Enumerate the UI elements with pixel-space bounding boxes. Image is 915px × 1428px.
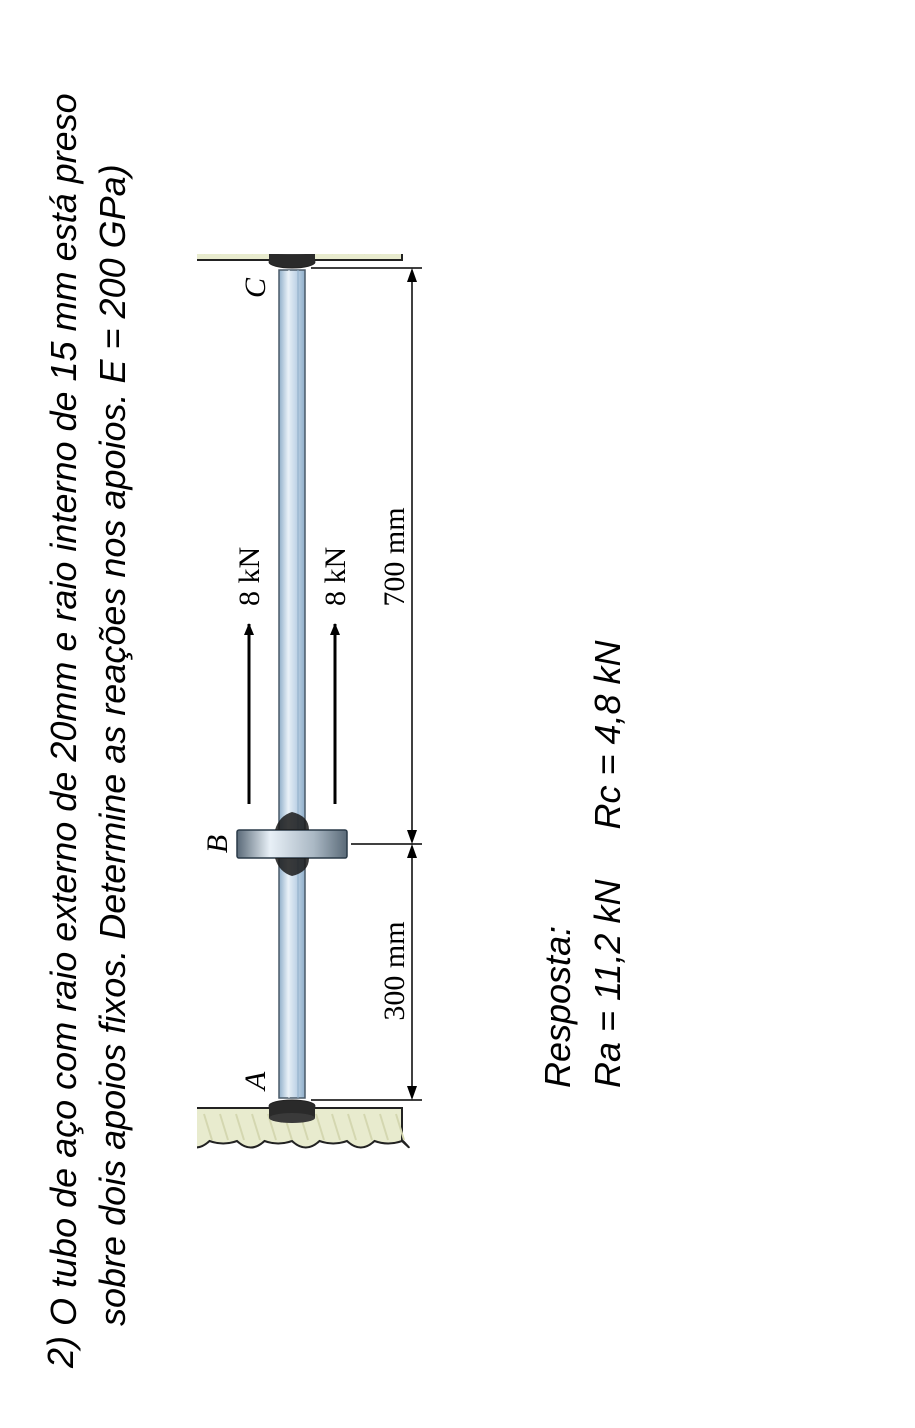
answer-ra: Ra = 11,2 kN	[587, 880, 628, 1088]
answer-label: Resposta:	[537, 60, 579, 1088]
svg-text:B: B	[201, 835, 234, 853]
svg-text:700 mm: 700 mm	[378, 507, 411, 606]
figure: A B C 8 kN 8 kN 300 mm 700 mm	[197, 254, 457, 1174]
problem-body: O tubo de aço com raio externo de 20mm e…	[40, 60, 137, 1326]
svg-text:A: A	[239, 1071, 272, 1092]
answer-values: Ra = 11,2 kN Rc = 4,8 kN	[587, 60, 629, 1088]
svg-text:8 kN: 8 kN	[233, 547, 266, 606]
answer-rc: Rc = 4,8 kN	[587, 640, 628, 829]
svg-text:C: C	[239, 277, 272, 298]
problem-number: 2)	[40, 1336, 82, 1368]
svg-text:300 mm: 300 mm	[378, 921, 411, 1020]
figure-container: A B C 8 kN 8 kN 300 mm 700 mm	[197, 60, 457, 1368]
figure-svg: A B C 8 kN 8 kN 300 mm 700 mm	[197, 254, 457, 1174]
answer-block: Resposta: Ra = 11,2 kN Rc = 4,8 kN	[537, 60, 629, 1088]
problem-statement: 2) O tubo de aço com raio externo de 20m…	[40, 60, 137, 1368]
svg-text:8 kN: 8 kN	[319, 547, 352, 606]
